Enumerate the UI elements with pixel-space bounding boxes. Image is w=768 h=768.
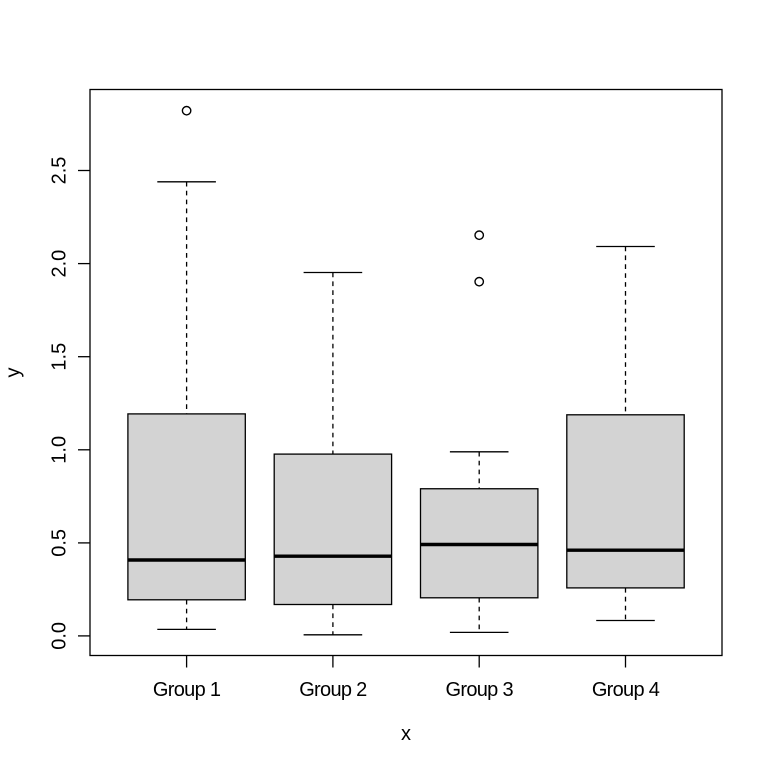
svg-text:2.0: 2.0 — [49, 250, 71, 278]
svg-text:Group 1: Group 1 — [153, 679, 221, 701]
svg-text:1.0: 1.0 — [49, 436, 71, 464]
svg-text:0.0: 0.0 — [49, 622, 71, 650]
svg-text:2.5: 2.5 — [49, 157, 71, 185]
svg-text:0.5: 0.5 — [49, 529, 71, 557]
svg-text:Group 2: Group 2 — [299, 679, 367, 701]
svg-text:Group 3: Group 3 — [446, 679, 514, 701]
svg-text:x: x — [401, 723, 411, 745]
svg-text:y: y — [3, 368, 25, 378]
svg-text:1.5: 1.5 — [49, 343, 71, 371]
svg-text:Group 4: Group 4 — [592, 679, 660, 701]
